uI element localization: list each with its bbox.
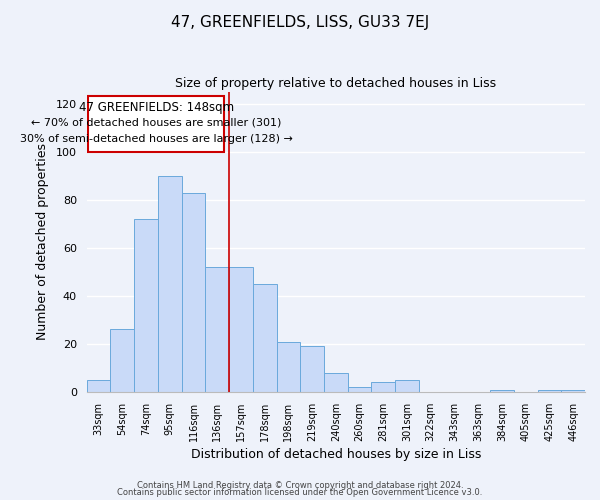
Bar — [324, 372, 347, 392]
Y-axis label: Number of detached properties: Number of detached properties — [36, 144, 49, 340]
FancyBboxPatch shape — [88, 96, 224, 152]
Text: 30% of semi-detached houses are larger (128) →: 30% of semi-detached houses are larger (… — [20, 134, 293, 143]
Text: ← 70% of detached houses are smaller (301): ← 70% of detached houses are smaller (30… — [31, 118, 281, 128]
Bar — [371, 382, 395, 392]
Text: Contains public sector information licensed under the Open Government Licence v3: Contains public sector information licen… — [118, 488, 482, 497]
Bar — [182, 192, 205, 392]
Bar — [490, 390, 514, 392]
Bar — [86, 380, 110, 392]
Bar — [158, 176, 182, 392]
Bar — [229, 267, 253, 392]
X-axis label: Distribution of detached houses by size in Liss: Distribution of detached houses by size … — [191, 448, 481, 461]
Text: Contains HM Land Registry data © Crown copyright and database right 2024.: Contains HM Land Registry data © Crown c… — [137, 480, 463, 490]
Bar — [277, 342, 300, 392]
Title: Size of property relative to detached houses in Liss: Size of property relative to detached ho… — [175, 78, 496, 90]
Bar — [561, 390, 585, 392]
Bar — [300, 346, 324, 392]
Bar — [110, 330, 134, 392]
Bar — [538, 390, 561, 392]
Bar — [134, 219, 158, 392]
Text: 47, GREENFIELDS, LISS, GU33 7EJ: 47, GREENFIELDS, LISS, GU33 7EJ — [171, 15, 429, 30]
Bar — [253, 284, 277, 392]
Text: 47 GREENFIELDS: 148sqm: 47 GREENFIELDS: 148sqm — [79, 101, 233, 114]
Bar — [205, 267, 229, 392]
Bar — [395, 380, 419, 392]
Bar — [347, 387, 371, 392]
